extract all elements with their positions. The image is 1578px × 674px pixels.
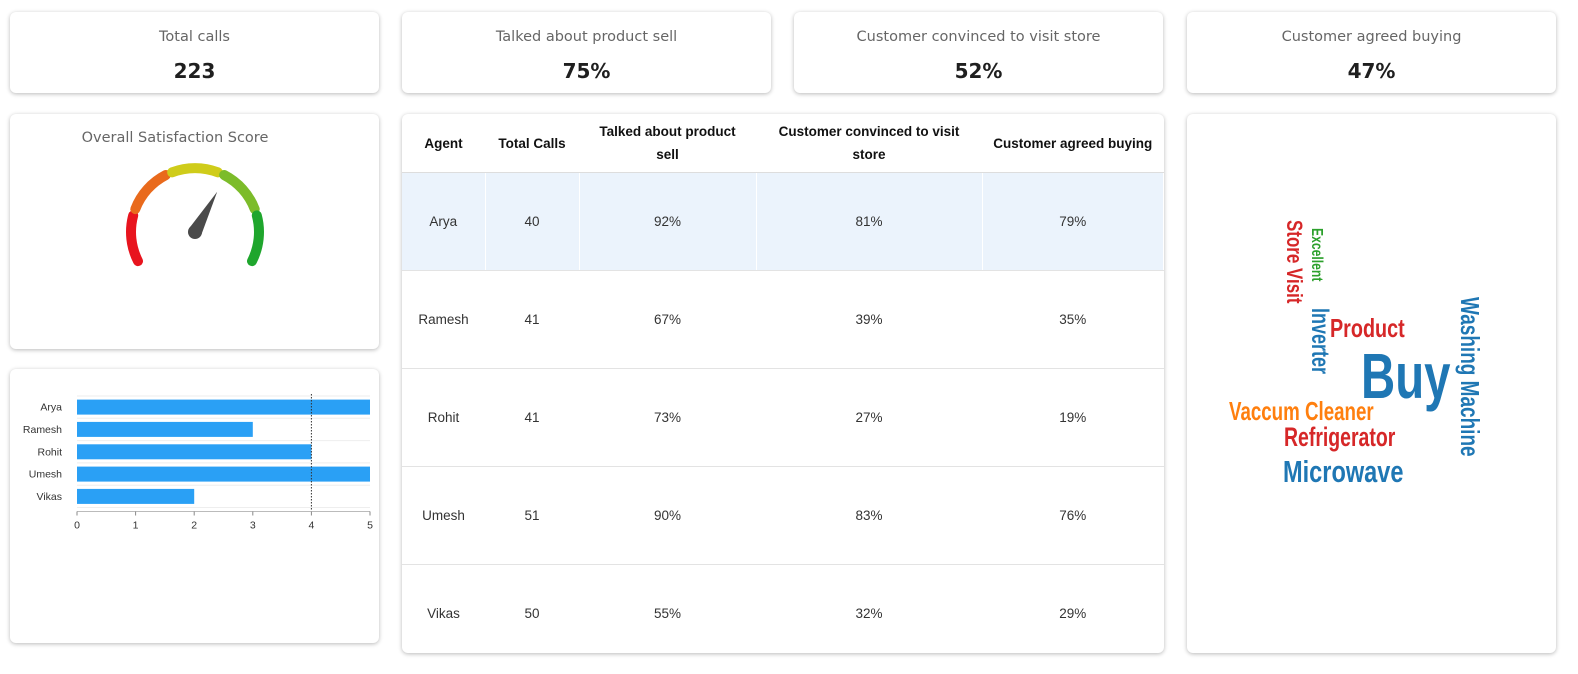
kpi-value: 75% (562, 59, 611, 83)
cell-agent: Arya (402, 172, 486, 271)
word-store-visit: Store Visit (1282, 220, 1307, 304)
cell-total-calls: 41 (485, 270, 579, 369)
kpi-value: 223 (173, 59, 216, 83)
y-tick-label: Ramesh (23, 424, 62, 436)
word-microwave: Microwave (1283, 454, 1404, 489)
gauge-segment (247, 210, 264, 267)
kpi-value: 52% (954, 59, 1003, 83)
gauge-needle-hub (188, 225, 202, 239)
gauge-title: Overall Satisfaction Score (81, 130, 269, 146)
table-row[interactable]: Umesh 51 90% 83% 76% (402, 466, 1164, 565)
gauge-needle (188, 191, 218, 236)
gauge-segment (219, 170, 260, 215)
col-header-agreed-buying[interactable]: Customer agreed buying (982, 114, 1164, 173)
bar[interactable] (77, 399, 370, 415)
agent-table: Agent Total Calls Talked about product s… (402, 114, 1164, 653)
x-tick-label: 3 (250, 520, 256, 532)
word-washing-machine: Washing Machine (1455, 297, 1485, 457)
word-vaccum-cleaner: Vaccum Cleaner (1229, 396, 1374, 426)
cell-total-calls: 50 (524, 606, 540, 621)
y-tick-label: Rohit (37, 446, 62, 458)
gauge (126, 163, 264, 267)
y-tick-label: Arya (40, 402, 62, 414)
cell-total-calls: 41 (485, 368, 579, 467)
kpi-label: Customer agreed buying (1281, 29, 1462, 45)
cell-visit-store: 27% (756, 368, 982, 467)
x-tick-label: 2 (191, 520, 197, 532)
cell-agreed-buying: 76% (982, 466, 1164, 565)
cell-total-calls: 51 (485, 466, 579, 565)
x-tick-label: 5 (367, 520, 373, 532)
cell-product-sell: 92% (579, 172, 757, 271)
cell-visit-store: 81% (756, 172, 983, 271)
x-tick-label: 0 (74, 520, 80, 532)
y-tick-label: Vikas (37, 491, 63, 503)
col-header-agent[interactable]: Agent (402, 114, 485, 173)
word-product: Product (1330, 313, 1405, 343)
cell-product-sell: 55% (653, 606, 682, 621)
kpi-card-total-calls: Total calls 223 (10, 12, 379, 93)
bar[interactable] (77, 444, 312, 460)
table-header-row: Agent Total Calls Talked about product s… (402, 114, 1164, 173)
satisfaction-gauge-card: Overall Satisfaction Score (10, 114, 379, 349)
cell-agreed-buying: 79% (982, 172, 1164, 271)
kpi-card-visit-store: Customer convinced to visit store 52% (794, 12, 1163, 93)
kpi-label: Total calls (159, 29, 230, 45)
cell-agreed-buying: 29% (1059, 606, 1087, 621)
word-cloud-card: Buy Washing Machine Product Store Visit … (1187, 114, 1556, 653)
col-header-visit-store[interactable]: Customer convinced to visit store (756, 114, 982, 173)
gauge-segment (167, 163, 223, 178)
cell-agent: Ramesh (402, 270, 485, 369)
gauge-segment (126, 210, 143, 267)
bar[interactable] (77, 488, 195, 504)
kpi-value: 47% (1347, 59, 1396, 83)
cell-visit-store: 83% (756, 466, 982, 565)
table-row[interactable]: Vikas 50 55% 32% 29% (402, 565, 1164, 654)
cell-agreed-buying: 35% (982, 270, 1164, 369)
word-buy: Buy (1361, 340, 1451, 412)
cell-total-calls: 40 (485, 172, 580, 271)
kpi-card-product-sell: Talked about product sell 75% (402, 12, 771, 93)
cell-product-sell: 73% (579, 368, 756, 467)
word-inverter: Inverter (1306, 308, 1334, 375)
x-tick-label: 1 (133, 520, 139, 532)
cell-agreed-buying: 19% (982, 368, 1164, 467)
cell-product-sell: 90% (579, 466, 756, 565)
agent-bar-chart-card: Arya Ramesh Rohit Umesh Vikas 0 1 2 3 4 5 (10, 369, 379, 643)
table-row[interactable]: Arya 40 92% 81% 79% (402, 172, 1164, 271)
word-refrigerator: Refrigerator (1284, 422, 1396, 452)
table-row[interactable]: Rohit 41 73% 27% 19% (402, 368, 1164, 467)
agent-bar-chart: Arya Ramesh Rohit Umesh Vikas 0 1 2 3 4 5 (23, 394, 373, 532)
col-header-total-calls[interactable]: Total Calls (485, 114, 579, 173)
cell-product-sell: 67% (579, 270, 756, 369)
word-excellent: Excellent (1308, 228, 1325, 282)
agent-table-card: Agent Total Calls Talked about product s… (402, 114, 1164, 653)
y-tick-label: Umesh (29, 469, 62, 481)
col-header-product-sell[interactable]: Talked about product sell (579, 114, 756, 173)
bar[interactable] (77, 466, 370, 482)
cell-agent: Vikas (427, 606, 460, 621)
kpi-label: Customer convinced to visit store (856, 29, 1101, 45)
bar[interactable] (77, 421, 253, 437)
gauge-segment (130, 170, 171, 215)
kpi-card-agreed-buying: Customer agreed buying 47% (1187, 12, 1556, 93)
cell-visit-store: 39% (756, 270, 982, 369)
x-tick-label: 4 (308, 520, 314, 532)
cell-agent: Umesh (402, 466, 485, 565)
cell-visit-store: 32% (855, 606, 883, 621)
table-row[interactable]: Ramesh 41 67% 39% 35% (402, 270, 1164, 369)
cell-agent: Rohit (402, 368, 485, 467)
kpi-label: Talked about product sell (495, 29, 678, 45)
